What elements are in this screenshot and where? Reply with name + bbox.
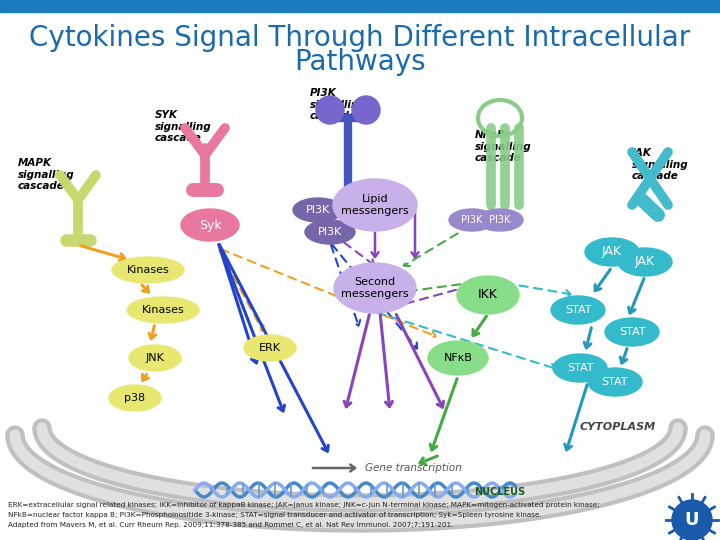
Ellipse shape (333, 179, 417, 231)
Ellipse shape (585, 238, 639, 266)
Text: STAT: STAT (564, 305, 591, 315)
Text: PI3K: PI3K (490, 215, 510, 225)
Text: NFkB=nuclear factor kappa B; PI3K=Phosphoinositide 3-kinase; STAT=signal transdu: NFkB=nuclear factor kappa B; PI3K=Phosph… (8, 512, 541, 518)
Text: CYTOPLASM: CYTOPLASM (580, 422, 656, 432)
Ellipse shape (449, 209, 495, 231)
Text: IKK: IKK (478, 288, 498, 301)
Ellipse shape (457, 276, 519, 314)
Ellipse shape (293, 198, 343, 222)
Circle shape (672, 500, 712, 540)
Text: NFκB
signalling
cascade: NFκB signalling cascade (475, 130, 531, 163)
Text: Adapted from Mavers M, et al. Curr Rheum Rep. 2009;11:378-385 and Rommel C, et a: Adapted from Mavers M, et al. Curr Rheum… (8, 522, 454, 528)
Ellipse shape (112, 257, 184, 283)
Text: JAK
signalling
cascade: JAK signalling cascade (632, 148, 688, 181)
Text: PI3K: PI3K (318, 227, 342, 237)
Ellipse shape (127, 297, 199, 323)
Text: Kinases: Kinases (127, 265, 169, 275)
Text: U: U (685, 511, 699, 529)
Text: Lipid
messengers: Lipid messengers (341, 194, 409, 216)
Circle shape (352, 96, 380, 124)
Ellipse shape (305, 220, 355, 244)
Ellipse shape (244, 335, 296, 361)
Text: ERK: ERK (259, 343, 281, 353)
Text: NUCLEUS: NUCLEUS (474, 487, 526, 497)
Text: JNK: JNK (145, 353, 164, 363)
Ellipse shape (605, 318, 659, 346)
Text: JAK: JAK (635, 255, 655, 268)
Ellipse shape (334, 263, 416, 313)
Text: MAPK
signalling
cascade: MAPK signalling cascade (18, 158, 75, 191)
Text: Pathways: Pathways (294, 48, 426, 76)
Ellipse shape (588, 368, 642, 396)
Text: SYK
signalling
cascade: SYK signalling cascade (155, 110, 212, 143)
Ellipse shape (553, 354, 607, 382)
Text: Gene transcription: Gene transcription (365, 463, 462, 473)
Text: Syk: Syk (199, 219, 221, 232)
Text: p38: p38 (125, 393, 145, 403)
Text: PI3K
signalling
cascade: PI3K signalling cascade (310, 88, 366, 121)
Text: ERK=extracellular signal related kinases; IKK=inhibitor of kappaB kinase; JAK=Ja: ERK=extracellular signal related kinases… (8, 502, 600, 508)
Circle shape (316, 96, 344, 124)
Text: STAT: STAT (567, 363, 593, 373)
Text: NFκB: NFκB (444, 353, 472, 363)
Text: STAT: STAT (618, 327, 645, 337)
Text: PI3K: PI3K (306, 205, 330, 215)
Bar (0, 0, 720, 12)
Text: STAT: STAT (602, 377, 629, 387)
Text: Cytokines Signal Through Different Intracellular: Cytokines Signal Through Different Intra… (30, 24, 690, 52)
Ellipse shape (551, 296, 605, 324)
Text: PI3K: PI3K (462, 215, 482, 225)
Ellipse shape (129, 345, 181, 371)
Ellipse shape (109, 385, 161, 411)
Ellipse shape (428, 341, 488, 375)
Text: JAK: JAK (602, 246, 622, 259)
Text: Kinases: Kinases (142, 305, 184, 315)
Ellipse shape (618, 248, 672, 276)
Text: Second
messengers: Second messengers (341, 277, 409, 299)
Ellipse shape (181, 209, 239, 241)
Ellipse shape (477, 209, 523, 231)
